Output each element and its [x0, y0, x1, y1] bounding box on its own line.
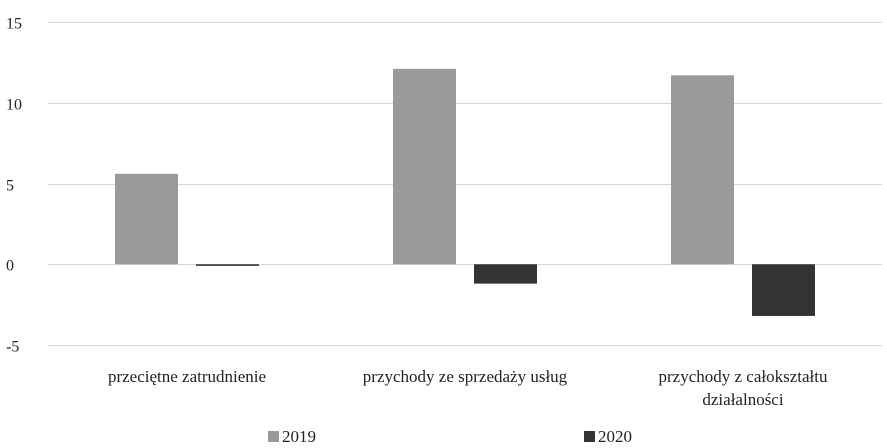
y-tick-label: 15 [6, 16, 22, 33]
bar-2020-1 [474, 264, 537, 284]
grid-layer [48, 22, 882, 346]
y-tick-label: 0 [6, 258, 14, 275]
bar-2019-2 [671, 75, 734, 265]
legend-label: 2020 [598, 427, 632, 446]
bar-2020-0 [196, 264, 259, 266]
y-tick-label: 5 [6, 178, 14, 195]
bar-2020-2 [752, 264, 815, 316]
bar-2019-1 [393, 68, 456, 265]
legend-swatch-2020 [584, 431, 595, 442]
legend-swatch-2019 [268, 431, 279, 442]
bars [115, 68, 815, 316]
category-labels: przeciętne zatrudnienie przychody ze sprz… [108, 367, 828, 409]
category-label: działalności [702, 390, 783, 409]
category-label: przychody ze sprzedaży usług [363, 367, 568, 386]
y-axis-tick-labels: 15 10 5 0 -5 [6, 16, 22, 356]
legend-label: 2019 [282, 427, 316, 446]
category-label: przeciętne zatrudnienie [108, 367, 266, 386]
legend: 2019 2020 [268, 427, 632, 446]
category-label: przychody z całokształtu [659, 367, 828, 386]
y-tick-label: -5 [6, 339, 19, 356]
bar-2019-0 [115, 173, 178, 265]
y-tick-label: 10 [6, 97, 22, 114]
